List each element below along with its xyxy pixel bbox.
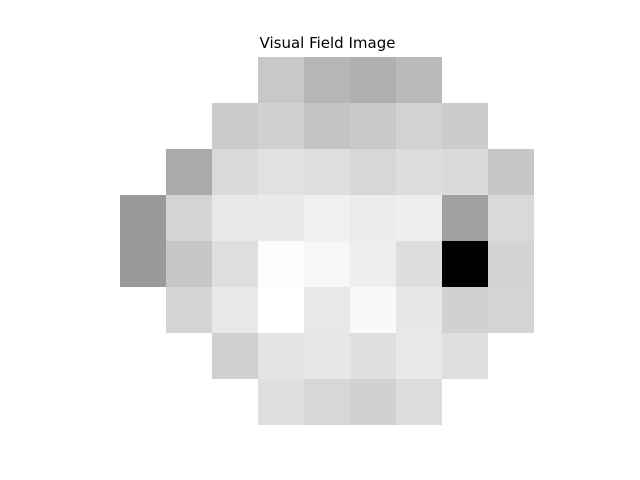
heatmap-cell-r1-c7 [442, 103, 488, 149]
heatmap-cell-r6-c5 [350, 333, 396, 379]
heatmap-cell-r4-c4 [304, 241, 350, 287]
heatmap-cell-r2-c4 [304, 149, 350, 195]
heatmap-cell-r3-c6 [396, 195, 442, 241]
heatmap-cell-r4-c0 [120, 241, 166, 287]
heatmap-cell-r5-c4 [304, 287, 350, 333]
heatmap-cell-r3-c2 [212, 195, 258, 241]
heatmap-cell-r4-c8 [488, 241, 534, 287]
heatmap-cell-r5-c6 [396, 287, 442, 333]
heatmap-cell-r5-c1 [166, 287, 212, 333]
heatmap-cell-r3-c5 [350, 195, 396, 241]
heatmap-cell-r7-c6 [396, 379, 442, 425]
heatmap-cell-r5-c5 [350, 287, 396, 333]
heatmap-cell-r6-c6 [396, 333, 442, 379]
heatmap-cell-r3-c8 [488, 195, 534, 241]
heatmap-cell-r4-c5 [350, 241, 396, 287]
heatmap-cell-r7-c4 [304, 379, 350, 425]
heatmap-cell-r3-c7 [442, 195, 488, 241]
heatmap-cell-r2-c3 [258, 149, 304, 195]
heatmap-cell-r3-c3 [258, 195, 304, 241]
heatmap-cell-r2-c7 [442, 149, 488, 195]
heatmap-cell-r2-c2 [212, 149, 258, 195]
heatmap-cell-r7-c5 [350, 379, 396, 425]
heatmap-cell-r2-c6 [396, 149, 442, 195]
heatmap-cell-r3-c1 [166, 195, 212, 241]
chart-title: Visual Field Image [259, 34, 396, 52]
heatmap-cell-r4-c7 [442, 241, 488, 287]
heatmap-cell-r6-c4 [304, 333, 350, 379]
heatmap-cell-r4-c3 [258, 241, 304, 287]
heatmap-cell-r6-c7 [442, 333, 488, 379]
heatmap-cell-r6-c3 [258, 333, 304, 379]
heatmap-cell-r5-c2 [212, 287, 258, 333]
heatmap-cell-r4-c1 [166, 241, 212, 287]
heatmap-cell-r2-c1 [166, 149, 212, 195]
heatmap-cell-r5-c7 [442, 287, 488, 333]
heatmap-cell-r3-c0 [120, 195, 166, 241]
heatmap-cell-r5-c3 [258, 287, 304, 333]
heatmap-cell-r3-c4 [304, 195, 350, 241]
heatmap-cell-r0-c6 [396, 57, 442, 103]
heatmap-cell-r5-c8 [488, 287, 534, 333]
heatmap-cell-r1-c3 [258, 103, 304, 149]
heatmap-cell-r2-c8 [488, 149, 534, 195]
heatmap-cell-r1-c4 [304, 103, 350, 149]
heatmap-cell-r1-c2 [212, 103, 258, 149]
heatmap-cell-r4-c6 [396, 241, 442, 287]
heatmap-cell-r7-c3 [258, 379, 304, 425]
heatmap-cell-r6-c2 [212, 333, 258, 379]
heatmap-cell-r2-c5 [350, 149, 396, 195]
heatmap-cell-r0-c4 [304, 57, 350, 103]
heatmap-cell-r0-c3 [258, 57, 304, 103]
heatmap-cell-r1-c5 [350, 103, 396, 149]
heatmap-cell-r0-c5 [350, 57, 396, 103]
heatmap-cell-r1-c6 [396, 103, 442, 149]
heatmap-cell-r4-c2 [212, 241, 258, 287]
